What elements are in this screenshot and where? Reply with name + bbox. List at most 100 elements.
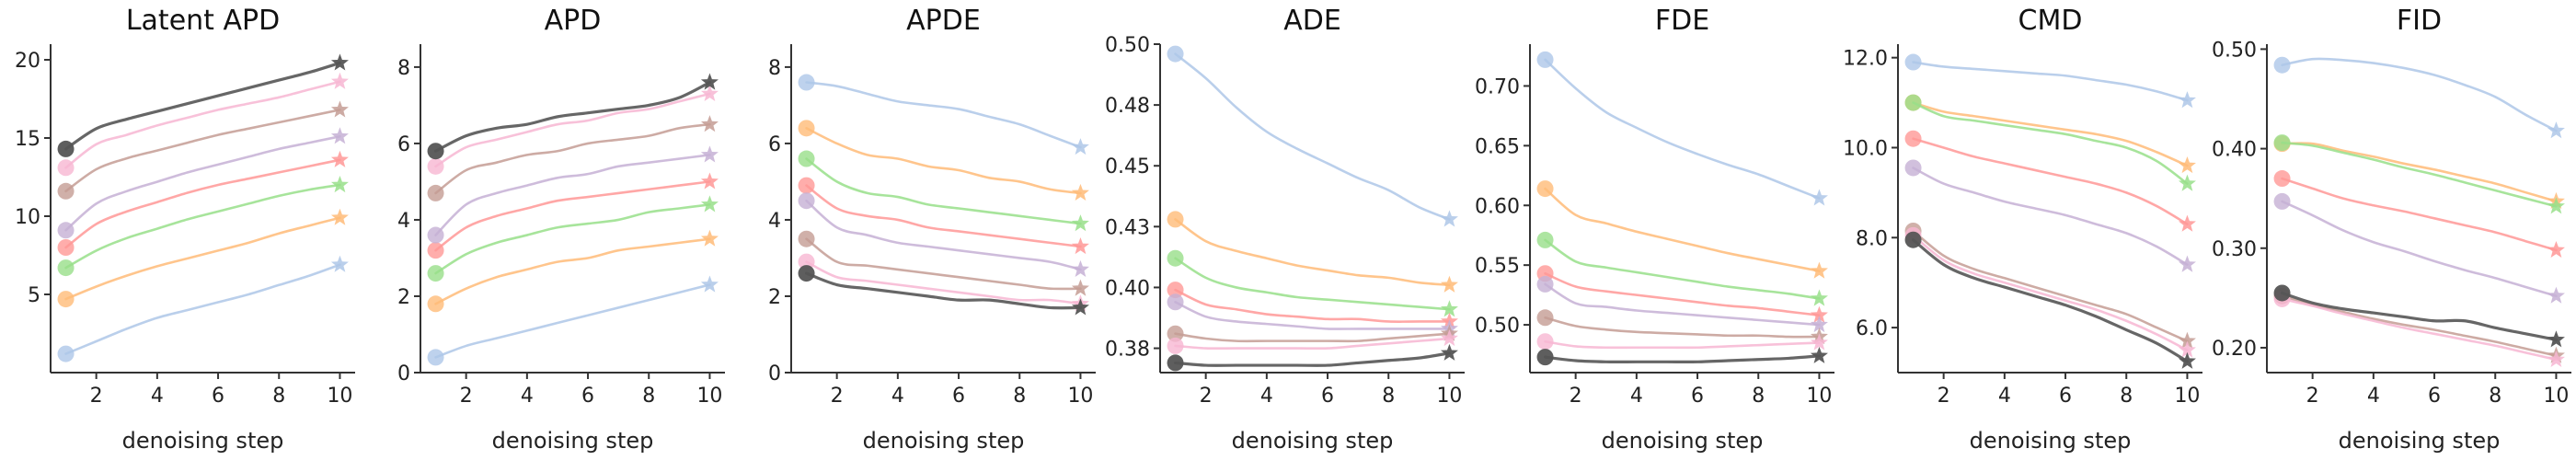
series-end-marker [1440, 210, 1458, 227]
series-line-1 [1174, 52, 1451, 221]
x-tick-label: 6 [1321, 385, 1334, 408]
x-tick-label: 6 [2428, 385, 2441, 408]
x-axis-label: denoising step [1970, 428, 2132, 454]
series-end-marker [1071, 237, 1089, 255]
series-start-marker [1536, 275, 1554, 293]
series-start-marker [1536, 231, 1554, 248]
x-axis-label: denoising step [1602, 428, 1764, 454]
series-start-marker [798, 253, 815, 270]
series-end-marker [700, 275, 719, 293]
series-line-4 [1174, 288, 1451, 323]
series-line-6 [434, 122, 711, 195]
panel-cmd: CMD 6.0 8.0 10.0 12.0 2 4 6 8 10 denoising step [1843, 5, 2202, 454]
y-tick-label: 2 [768, 286, 781, 309]
series-end-marker [2547, 350, 2565, 368]
y-tick-label: 0.70 [1475, 75, 1520, 98]
x-axis-label: denoising step [492, 428, 654, 454]
panel-title: FDE [1655, 5, 1709, 37]
series-end-marker [1071, 138, 1089, 155]
series-line-7 [434, 92, 711, 168]
series-end-marker [330, 255, 349, 272]
series-start-marker [57, 159, 75, 177]
series-end-marker [1071, 214, 1089, 232]
x-tick-label: 2 [90, 385, 103, 408]
series-start-marker [1167, 325, 1184, 342]
series-start-marker [57, 239, 75, 256]
series-start-marker [427, 143, 444, 160]
x-tick-label: 6 [581, 385, 594, 408]
series-end-marker [1071, 183, 1089, 201]
series-end-marker [1810, 261, 1828, 279]
series-end-marker [330, 127, 349, 144]
series-end-marker [1810, 189, 1828, 206]
x-tick-label: 10 [696, 385, 722, 408]
panel-title: FID [2397, 5, 2442, 37]
series-line-3 [2281, 141, 2558, 208]
series-end-marker [700, 115, 719, 132]
panel-apde: APDE 0 2 4 6 8 2 4 6 8 10 denoising step [768, 5, 1096, 454]
series-start-marker [2273, 134, 2291, 152]
x-tick-label: 10 [327, 385, 352, 408]
series-start-marker [798, 74, 815, 91]
series-end-marker [1440, 275, 1458, 293]
y-tick-label: 10 [15, 206, 40, 229]
y-tick-label: 8.0 [1856, 227, 1888, 250]
y-tick-label: 0.50 [1105, 34, 1150, 57]
y-tick-label: 8 [768, 57, 781, 80]
y-tick-label: 0.50 [2212, 39, 2257, 62]
series-end-marker [700, 84, 719, 102]
series-start-marker [427, 295, 444, 313]
series-end-marker [2547, 197, 2565, 214]
y-tick-label: 4 [397, 210, 410, 233]
series-end-marker [2547, 330, 2565, 348]
x-tick-label: 10 [2174, 385, 2200, 408]
series-end-marker [2547, 121, 2565, 139]
panel-title: CMD [2018, 5, 2083, 37]
series-end-marker [1810, 316, 1828, 333]
y-tick-label: 6 [397, 133, 410, 156]
x-tick-label: 2 [460, 385, 473, 408]
series-start-marker [57, 222, 75, 239]
panel-fid: FID 0.20 0.30 0.40 0.50 2 4 6 8 10 denoising step [2212, 5, 2571, 454]
x-tick-label: 2 [2306, 385, 2319, 408]
series-line-6 [64, 109, 341, 193]
series-start-marker [427, 184, 444, 201]
y-tick-label: 6.0 [1856, 317, 1888, 340]
series-start-marker [57, 345, 75, 362]
y-tick-label: 10.0 [1843, 137, 1888, 160]
x-tick-label: 8 [1382, 385, 1395, 408]
x-tick-label: 10 [2543, 385, 2569, 408]
x-tick-label: 8 [1013, 385, 1026, 408]
series-end-marker [1810, 305, 1828, 323]
x-axis-label: denoising step [863, 428, 1025, 454]
series-end-marker [2178, 331, 2196, 349]
y-tick-label: 0.40 [2212, 139, 2257, 162]
series-start-marker [1167, 249, 1184, 267]
series-start-marker [57, 259, 75, 277]
series-line-7 [1544, 339, 1821, 350]
x-tick-label: 4 [1260, 385, 1273, 408]
series-line-8 [433, 80, 712, 153]
y-tick-label: 12.0 [1843, 48, 1888, 71]
series-end-marker [1810, 333, 1828, 351]
x-tick-label: 10 [1806, 385, 1832, 408]
y-tick-label: 0 [397, 362, 410, 385]
series-line-1 [434, 283, 711, 359]
series-end-marker [700, 172, 719, 190]
series-line-2 [64, 216, 341, 301]
x-axis-label: denoising step [1232, 428, 1394, 454]
series-line-7 [2281, 297, 2558, 362]
series-start-marker [798, 230, 815, 247]
series-line-5 [2281, 200, 2558, 297]
series-line-4 [64, 158, 341, 249]
y-tick-label: 0.43 [1105, 216, 1150, 239]
series-end-marker [1810, 346, 1828, 363]
series-start-marker [1904, 159, 1922, 177]
y-tick-label: 0.50 [1475, 315, 1520, 338]
x-tick-label: 10 [1436, 385, 1462, 408]
series-line-2 [1544, 187, 1821, 272]
series-start-marker [427, 349, 444, 366]
x-tick-label: 8 [1752, 385, 1765, 408]
y-tick-label: 0.38 [1105, 339, 1150, 362]
panel-title: Latent APD [126, 5, 280, 37]
